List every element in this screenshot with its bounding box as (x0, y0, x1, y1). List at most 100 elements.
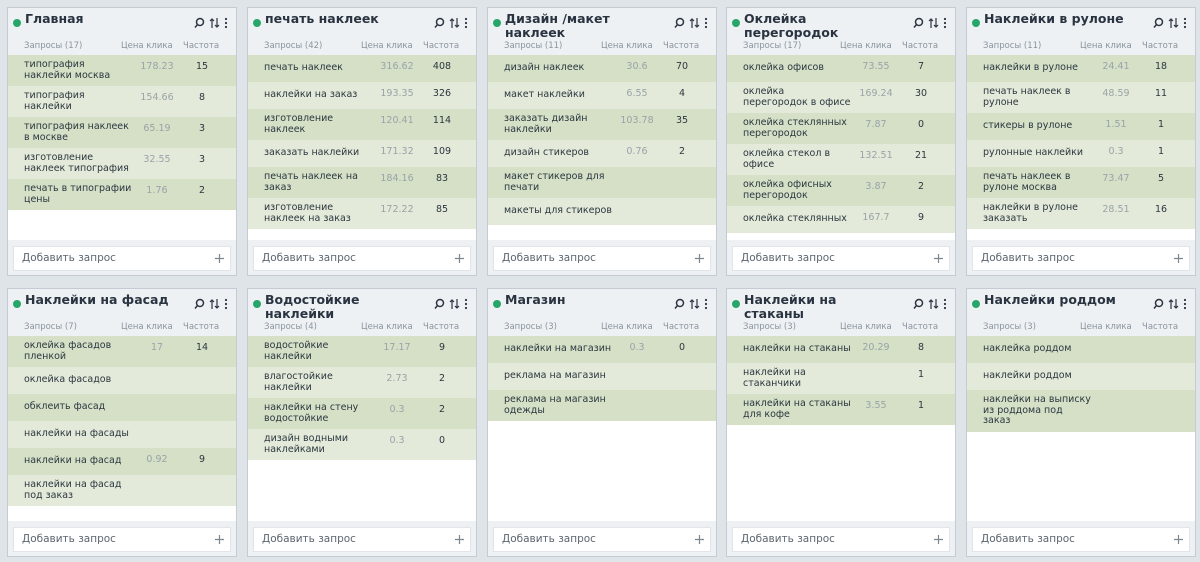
query-row[interactable]: наклейки на стаканы 20.29 8 (727, 336, 955, 363)
add-query[interactable]: Добавить запрос (972, 246, 1190, 271)
query-row[interactable]: макеты для стикеров (488, 198, 716, 225)
search-icon[interactable] (434, 17, 445, 29)
add-query[interactable]: Добавить запрос (493, 246, 711, 271)
search-icon[interactable] (674, 17, 685, 29)
query-row[interactable]: дизайн водными наклейками 0.3 0 (248, 429, 476, 460)
search-icon[interactable] (1153, 17, 1164, 29)
add-icon[interactable] (215, 535, 224, 544)
search-icon[interactable] (194, 298, 205, 310)
query-row[interactable]: печать наклеек в рулоне москва 73.47 5 (967, 167, 1195, 198)
menu-icon[interactable] (464, 17, 470, 29)
query-row[interactable]: наклейки на выписку из роддома под заказ (967, 390, 1195, 432)
query-row[interactable]: оклейка фасадов пленкой 17 14 (8, 336, 236, 367)
query-row[interactable]: типография наклеек в москве 65.19 3 (8, 117, 236, 148)
add-query[interactable]: Добавить запрос (972, 527, 1190, 552)
query-row[interactable]: заказать наклейки 171.32 109 (248, 140, 476, 167)
add-icon[interactable] (1174, 254, 1183, 263)
search-icon[interactable] (194, 17, 205, 29)
query-row[interactable]: изготовление наклеек на заказ 172.22 85 (248, 198, 476, 229)
sort-icon[interactable] (928, 17, 939, 29)
query-row[interactable]: оклейка перегородок в офисе 169.24 30 (727, 82, 955, 113)
click-price: 184.16 (380, 173, 414, 184)
query-row[interactable]: заказать дизайн наклейки 103.78 35 (488, 109, 716, 140)
sort-icon[interactable] (1168, 17, 1179, 29)
sort-icon[interactable] (689, 298, 700, 310)
query-row[interactable]: печать наклеек на заказ 184.16 83 (248, 167, 476, 198)
add-query[interactable]: Добавить запрос (253, 527, 471, 552)
add-icon[interactable] (934, 535, 943, 544)
sort-icon[interactable] (209, 298, 220, 310)
query-row[interactable]: наклейки на заказ 193.35 326 (248, 82, 476, 109)
query-row[interactable]: стикеры в рулоне 1.51 1 (967, 113, 1195, 140)
query-row[interactable]: наклейки в рулоне 24.41 18 (967, 55, 1195, 82)
add-icon[interactable] (695, 254, 704, 263)
add-icon[interactable] (695, 535, 704, 544)
add-query[interactable]: Добавить запрос (732, 527, 950, 552)
menu-icon[interactable] (1183, 298, 1189, 310)
query-row[interactable]: оклейка стекол в офисе 132.51 21 (727, 144, 955, 175)
query-row[interactable]: реклама на магазин (488, 363, 716, 390)
add-query[interactable]: Добавить запрос (13, 527, 231, 552)
menu-icon[interactable] (943, 17, 949, 29)
query-row[interactable]: оклейка стеклянных перегородок 7.87 0 (727, 113, 955, 144)
query-row[interactable]: изготовление наклеек типография 32.55 3 (8, 148, 236, 179)
search-icon[interactable] (1153, 298, 1164, 310)
query-row[interactable]: дизайн стикеров 0.76 2 (488, 140, 716, 167)
query-row[interactable]: оклейка фасадов (8, 367, 236, 394)
query-row[interactable]: рулонные наклейки 0.3 1 (967, 140, 1195, 167)
query-row[interactable]: оклейка офисов 73.55 7 (727, 55, 955, 82)
add-query[interactable]: Добавить запрос (493, 527, 711, 552)
query-row[interactable]: наклейки на фасад 0.92 9 (8, 448, 236, 475)
query-row[interactable]: типография наклейки 154.66 8 (8, 86, 236, 117)
search-icon[interactable] (674, 298, 685, 310)
menu-icon[interactable] (224, 298, 230, 310)
query-row[interactable]: макет наклейки 6.55 4 (488, 82, 716, 109)
add-query[interactable]: Добавить запрос (13, 246, 231, 271)
query-row[interactable]: дизайн наклеек 30.6 70 (488, 55, 716, 82)
menu-icon[interactable] (943, 298, 949, 310)
menu-icon[interactable] (1183, 17, 1189, 29)
query-row[interactable]: наклейки на фасады (8, 421, 236, 448)
query-row[interactable]: печать в типографии цены 1.76 2 (8, 179, 236, 210)
query-row[interactable]: обклеить фасад (8, 394, 236, 421)
add-icon[interactable] (934, 254, 943, 263)
query-row[interactable]: реклама на магазин одежды (488, 390, 716, 421)
query-row[interactable]: наклейки на стаканы для кофе 3.55 1 (727, 394, 955, 425)
query-row[interactable]: влагостойкие наклейки 2.73 2 (248, 367, 476, 398)
menu-icon[interactable] (464, 298, 470, 310)
add-query[interactable]: Добавить запрос (732, 246, 950, 271)
menu-icon[interactable] (704, 17, 710, 29)
query-row[interactable]: водостойкие наклейки 17.17 9 (248, 336, 476, 367)
query-row[interactable]: наклейка роддом (967, 336, 1195, 363)
add-query[interactable]: Добавить запрос (253, 246, 471, 271)
query-row[interactable]: печать наклеек 316.62 408 (248, 55, 476, 82)
sort-icon[interactable] (1168, 298, 1179, 310)
query-row[interactable]: наклейки в рулоне заказать 28.51 16 (967, 198, 1195, 229)
sort-icon[interactable] (449, 17, 460, 29)
add-icon[interactable] (455, 535, 464, 544)
query-row[interactable]: наклейки на стену водостойкие 0.3 2 (248, 398, 476, 429)
menu-icon[interactable] (224, 17, 230, 29)
sort-icon[interactable] (928, 298, 939, 310)
card: Главная Запросы (17) Цена клика Частота типо… (7, 7, 237, 276)
menu-icon[interactable] (704, 298, 710, 310)
query-row[interactable]: макет стикеров для печати (488, 167, 716, 198)
query-row[interactable]: наклейки на магазин 0.3 0 (488, 336, 716, 363)
query-row[interactable]: печать наклеек в рулоне 48.59 11 (967, 82, 1195, 113)
add-icon[interactable] (215, 254, 224, 263)
add-icon[interactable] (1174, 535, 1183, 544)
search-icon[interactable] (913, 17, 924, 29)
query-row[interactable]: наклейки на стаканчики 1 (727, 363, 955, 394)
search-icon[interactable] (434, 298, 445, 310)
query-row[interactable]: оклейка стеклянных 167.7 9 (727, 206, 955, 233)
search-icon[interactable] (913, 298, 924, 310)
query-row[interactable]: оклейка офисных перегородок 3.87 2 (727, 175, 955, 206)
query-row[interactable]: типография наклейки москва 178.23 15 (8, 55, 236, 86)
add-icon[interactable] (455, 254, 464, 263)
query-row[interactable]: изготовление наклеек 120.41 114 (248, 109, 476, 140)
sort-icon[interactable] (689, 17, 700, 29)
query-row[interactable]: наклейки на фасад под заказ (8, 475, 236, 506)
sort-icon[interactable] (449, 298, 460, 310)
sort-icon[interactable] (209, 17, 220, 29)
query-row[interactable]: наклейки роддом (967, 363, 1195, 390)
